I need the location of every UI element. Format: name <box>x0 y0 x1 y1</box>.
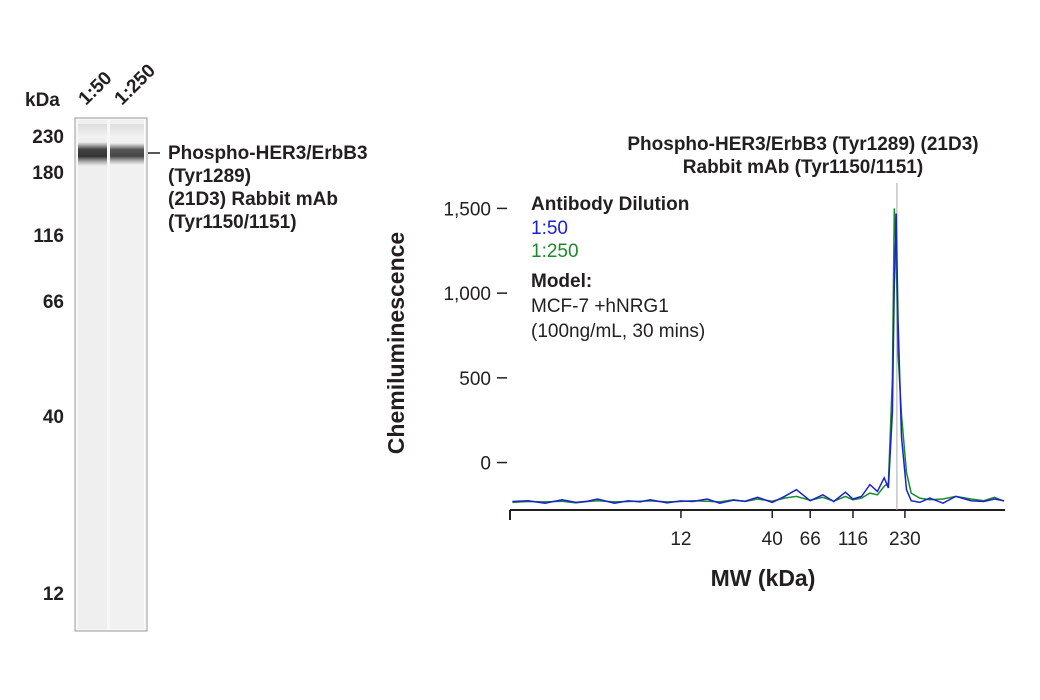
lane <box>110 120 144 629</box>
annotation: (100ng/mL, 30 mins) <box>531 321 705 342</box>
x-tick-label: 230 <box>889 529 921 550</box>
x-tick-label: 12 <box>670 529 691 550</box>
y-tick-label: 1,500 <box>443 199 491 220</box>
series-line <box>512 213 1005 505</box>
lane <box>78 120 107 629</box>
annotation: MCF-7 +hNRG1 <box>531 296 669 317</box>
legend-entry: 1:250 <box>531 241 579 262</box>
x-tick-label: 66 <box>800 529 821 550</box>
y-tick-label: 1,000 <box>443 284 491 305</box>
chart: Phospho-HER3/ErbB3 (Tyr1289) (21D3)Rabbi… <box>383 134 1005 591</box>
x-tick-label: 116 <box>838 529 868 550</box>
smear <box>110 124 144 138</box>
band <box>78 142 107 166</box>
x-axis-title: MW (kDa) <box>711 565 816 591</box>
smear <box>78 124 107 138</box>
y-tick-label: 500 <box>459 369 491 390</box>
y-tick-label: 0 <box>480 454 491 475</box>
marker-label: 66 <box>43 292 64 313</box>
lane-label: 1:250 <box>111 60 160 109</box>
band-label: Phospho-HER3/ErbB3 <box>168 143 368 164</box>
unit-label: kDa <box>25 90 60 111</box>
marker-label: 116 <box>33 226 64 247</box>
y-axis-title: Chemiluminescence <box>383 232 409 454</box>
marker-label: 230 <box>32 127 64 148</box>
legend-entry: 1:50 <box>531 218 568 239</box>
marker-label: 40 <box>43 407 64 428</box>
annotation: Model: <box>531 271 592 292</box>
series-line <box>512 208 1005 504</box>
band-label: (Tyr1289) <box>168 166 251 187</box>
lane-label: 1:50 <box>75 68 117 110</box>
marker-label: 180 <box>32 163 64 184</box>
blot-panel: kDa 1:501:250 230 180 116 66 40 12 Phospho-HER3… <box>25 60 368 632</box>
legend-title: Antibody Dilution <box>531 194 689 215</box>
chart-title: Phospho-HER3/ErbB3 (Tyr1289) (21D3) <box>627 134 978 155</box>
band-label: (21D3) Rabbit mAb <box>168 189 338 210</box>
marker-label: 12 <box>43 584 64 605</box>
chart-title: Rabbit mAb (Tyr1150/1151) <box>683 157 923 178</box>
band <box>110 143 144 165</box>
band-label: (Tyr1150/1151) <box>168 212 297 233</box>
x-tick-label: 40 <box>762 529 783 550</box>
